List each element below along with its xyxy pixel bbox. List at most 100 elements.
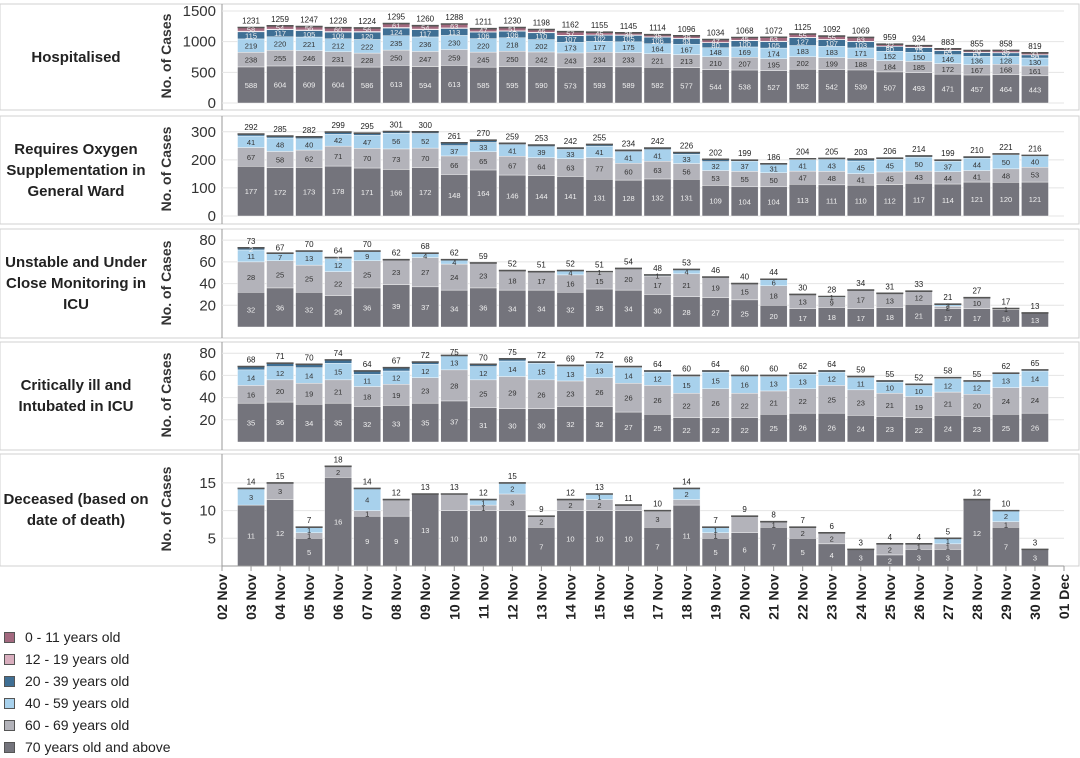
segment-label: 13	[799, 297, 807, 306]
total-label: 10	[653, 500, 662, 509]
total-label: 13	[450, 483, 459, 492]
segment-label: 10	[624, 534, 632, 543]
segment-label: 21	[944, 400, 952, 409]
legend-label: 20 - 39 years old	[25, 673, 129, 689]
x-tick-label: 10 Nov	[446, 574, 462, 620]
segment-label: 19	[305, 390, 313, 399]
segment-label: 17	[799, 314, 807, 323]
segment-label: 539	[855, 82, 868, 91]
x-tick-label: 20 Nov	[737, 574, 753, 620]
segment-label: 222	[361, 42, 374, 51]
segment-label: 121	[971, 195, 984, 204]
total-label: 13	[421, 483, 430, 492]
segment-label: 45	[886, 174, 894, 183]
segment-label: 41	[595, 148, 603, 157]
segment-label: 25	[653, 424, 661, 433]
x-tick-label: 06 Nov	[330, 574, 346, 620]
segment-label: 3	[278, 487, 282, 496]
legend-swatch-20-39	[4, 676, 15, 687]
x-tick-label: 15 Nov	[591, 574, 607, 620]
segment-label: 12	[973, 384, 981, 393]
segment-label: 41	[624, 153, 632, 162]
segment-label: 4	[568, 269, 572, 278]
y-axis-title: No. of Cases	[158, 350, 174, 440]
x-tick-label: 17 Nov	[650, 574, 666, 620]
segment-label: 1	[481, 498, 485, 507]
legend-item-40-59[interactable]: 40 - 59 years old	[4, 692, 171, 714]
x-tick-label: 12 Nov	[504, 574, 520, 620]
segment-label: 17	[857, 314, 865, 323]
segment-label: 174	[767, 49, 780, 58]
segment-label: 117	[913, 196, 925, 205]
total-label: 12	[392, 489, 401, 498]
total-label: 1260	[416, 15, 434, 24]
x-tick-label: 04 Nov	[272, 574, 288, 620]
segment-label: 247	[419, 55, 432, 64]
total-label: 62	[1001, 362, 1010, 371]
segment-label: 58	[276, 156, 284, 165]
legend-item-60-69[interactable]: 60 - 69 years old	[4, 714, 171, 736]
total-label: 186	[767, 153, 781, 162]
segment-label: 25	[915, 42, 923, 51]
total-label: 46	[711, 266, 720, 275]
segment-label: 57	[566, 29, 574, 38]
legend-item-12-19[interactable]: 12 - 19 years old	[4, 648, 171, 670]
segment-label: 4	[684, 268, 688, 277]
segment-label: 12	[828, 375, 836, 384]
y-tick-label: 80	[199, 232, 216, 249]
segment-label: 29	[973, 47, 981, 56]
x-tick-label: 29 Nov	[998, 574, 1014, 620]
segment-label: 2	[888, 545, 892, 554]
segment-label: 70	[363, 154, 371, 163]
segment-label: 144	[535, 192, 548, 201]
segment-label: 18	[508, 276, 516, 285]
segment-label: 18	[769, 292, 777, 301]
segment-label: 63	[769, 35, 777, 44]
total-label: 40	[740, 273, 749, 282]
y-tick-label: 1500	[183, 3, 216, 20]
segment-label: 41	[653, 152, 661, 161]
segment-label: 26	[537, 390, 545, 399]
total-label: 199	[941, 149, 955, 158]
segment-label: 161	[1029, 67, 1042, 76]
segment-label: 60	[334, 26, 342, 35]
segment-label: 1	[1004, 520, 1008, 529]
segment-label: 31	[479, 421, 487, 430]
total-label: 15	[276, 472, 285, 481]
y-tick-label: 60	[199, 254, 216, 271]
segment-label: 33	[566, 150, 574, 159]
segment-label: 25	[276, 270, 284, 279]
x-tick-label: 14 Nov	[562, 574, 578, 620]
legend-item-0-11[interactable]: 0 - 11 years old	[4, 626, 171, 648]
segment-label: 2	[539, 518, 543, 527]
total-label: 1295	[387, 13, 405, 22]
segment-label: 32	[305, 306, 313, 315]
segment-label: 609	[303, 80, 316, 89]
total-label: 30	[798, 283, 807, 292]
legend-item-70-plus[interactable]: 70 years old and above	[4, 736, 171, 758]
segment-label: 167	[971, 66, 984, 75]
segment-label: 1	[1004, 305, 1008, 314]
panel-title: Critically ill and Intubated in ICU	[0, 342, 152, 450]
bar-segment	[615, 505, 642, 511]
segment-label: 104	[767, 197, 780, 206]
total-label: 202	[709, 148, 723, 157]
segment-label: 63	[653, 166, 661, 175]
segment-label: 14	[305, 371, 313, 380]
segment-label: 104	[738, 197, 751, 206]
segment-label: 60	[624, 168, 632, 177]
legend-item-20-39[interactable]: 20 - 39 years old	[4, 670, 171, 692]
segment-label: 236	[419, 40, 432, 49]
segment-label: 493	[913, 84, 926, 93]
segment-label: 4	[452, 258, 456, 267]
segment-label: 585	[477, 81, 490, 90]
total-label: 226	[680, 142, 694, 151]
segment-label: 10	[915, 387, 923, 396]
segment-label: 66	[450, 161, 458, 170]
x-tick-label: 19 Nov	[708, 574, 724, 620]
segment-label: 2	[336, 468, 340, 477]
segment-label: 64	[537, 163, 545, 172]
total-label: 206	[883, 147, 897, 156]
bar-segment	[441, 494, 468, 511]
x-tick-label: 23 Nov	[824, 574, 840, 620]
